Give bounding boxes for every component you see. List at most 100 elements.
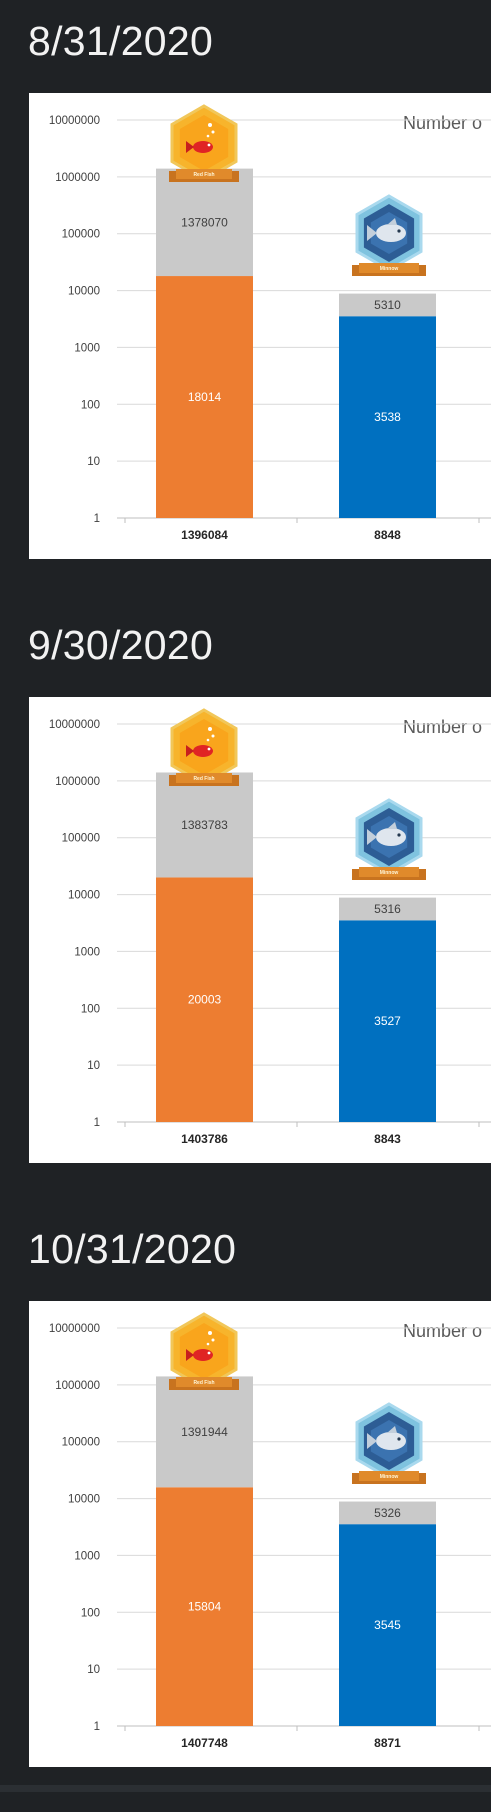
bar-data-label: 3538	[374, 410, 401, 424]
fish-tail	[367, 829, 377, 845]
fish-fin	[387, 1426, 397, 1433]
badge-ribbon-front	[176, 1377, 232, 1387]
y-tick-label: 1	[94, 513, 100, 525]
fish-fin	[387, 218, 397, 225]
chart-svg: Number o 1 10 100 1000 10000 100000 1000000 1000…	[49, 1312, 491, 1750]
bubble	[211, 734, 215, 738]
x-category-label: 1396084	[181, 528, 228, 542]
badge-caption: Minnow	[380, 870, 399, 876]
y-tick-label: 10000000	[49, 1323, 100, 1335]
bar-data-label: 1391944	[181, 1425, 228, 1439]
chart-title: Number o	[403, 1321, 482, 1341]
y-tick-label: 10000	[68, 1494, 100, 1506]
y-tick-label: 100	[81, 1607, 100, 1619]
fish-eye	[207, 747, 211, 751]
y-tick-label: 1000000	[55, 1380, 100, 1392]
bar-data-label: 18014	[188, 390, 222, 404]
badge-ribbon-front	[176, 773, 232, 783]
fish-tail	[367, 225, 377, 241]
y-tick-label: 1000	[74, 342, 100, 354]
x-category-label: 1407748	[181, 1736, 228, 1750]
remaining-bar-segment	[339, 293, 436, 317]
minnow-fish-icon	[367, 1426, 406, 1450]
fish-body	[193, 745, 213, 757]
remaining-bar-segment	[339, 1501, 436, 1525]
bottom-scroll-edge	[0, 1785, 491, 1792]
fish-tail	[186, 1349, 194, 1361]
bubble	[208, 123, 212, 127]
fish-tail	[367, 1433, 377, 1449]
red-fish-icon	[186, 1349, 213, 1361]
badge-caption: Red Fish	[193, 1380, 214, 1386]
minnow-badge: Minnow	[352, 798, 426, 880]
red-fish-icon	[186, 141, 213, 153]
y-tick-label: 1000	[74, 1550, 100, 1562]
y-tick-label: 10	[87, 1664, 100, 1676]
fish-body	[376, 1432, 406, 1450]
fish-eye	[397, 229, 401, 233]
y-tick-label: 10	[87, 1060, 100, 1072]
red-fish-badge: Red Fish	[169, 1312, 239, 1390]
fish-eye	[397, 833, 401, 837]
red-fish-badge: Red Fish	[169, 708, 239, 786]
bar-data-label: 15804	[188, 1600, 222, 1614]
y-tick-label: 100000	[62, 229, 100, 241]
y-tick-label: 100000	[62, 1437, 100, 1449]
chart-svg: Number o 1 10 100 1000 10000 100000 1000000 1000…	[49, 708, 491, 1146]
chart-title: Number o	[403, 113, 482, 133]
red-fish-bar-segment	[156, 276, 253, 518]
bar-data-label: 1378070	[181, 215, 228, 229]
bubble	[208, 1331, 212, 1335]
y-tick-label: 10000	[68, 890, 100, 902]
x-category-label: 8843	[374, 1132, 401, 1146]
fish-body	[193, 1349, 213, 1361]
y-tick-label: 10000	[68, 286, 100, 298]
red-fish-bar-segment	[156, 877, 253, 1122]
remaining-bar-segment	[156, 168, 253, 277]
fish-eye	[207, 1351, 211, 1355]
badge-ribbon-front	[359, 867, 419, 877]
badge-caption: Minnow	[380, 1474, 399, 1480]
bar-data-label: 3545	[374, 1618, 401, 1632]
minnow-badge: Minnow	[352, 1402, 426, 1484]
x-category-label: 8848	[374, 528, 401, 542]
y-tick-label: 1	[94, 1117, 100, 1129]
badge-caption: Red Fish	[193, 776, 214, 782]
bar-data-label: 5316	[374, 902, 401, 916]
y-tick-label: 100	[81, 399, 100, 411]
y-tick-label: 100000	[62, 833, 100, 845]
red-fish-icon	[186, 745, 213, 757]
bar-data-label: 5310	[374, 298, 401, 312]
fish-body	[376, 224, 406, 242]
bubble	[206, 738, 210, 742]
badge-ribbon-front	[359, 263, 419, 273]
chart-title: Number o	[403, 717, 482, 737]
remaining-bar-segment	[339, 897, 436, 921]
red-fish-badge: Red Fish	[169, 104, 239, 182]
badge-caption: Red Fish	[193, 172, 214, 178]
bubble	[208, 727, 212, 731]
badge-ribbon-front	[359, 1471, 419, 1481]
fish-fin	[387, 822, 397, 829]
minnow-bar-segment	[339, 1524, 436, 1726]
bubble	[211, 130, 215, 134]
y-tick-label: 1000000	[55, 776, 100, 788]
minnow-bar-segment	[339, 920, 436, 1122]
y-tick-label: 10	[87, 456, 100, 468]
date-heading: 9/30/2020	[28, 622, 214, 668]
fish-body	[376, 828, 406, 846]
minnow-fish-icon	[367, 218, 406, 242]
chart-card: Number o 1 10 100 1000 10000 100000 1000000 1000…	[29, 93, 491, 559]
chart-svg: Number o 1 10 100 1000 10000 100000 1000000 1000…	[49, 104, 491, 542]
y-tick-label: 1000	[74, 946, 100, 958]
bar-data-label: 1383783	[181, 818, 228, 832]
minnow-badge: Minnow	[352, 194, 426, 276]
fish-eye	[207, 143, 211, 147]
y-tick-label: 10000000	[49, 719, 100, 731]
remaining-bar-segment	[156, 1376, 253, 1488]
date-heading: 10/31/2020	[28, 1226, 237, 1272]
y-tick-label: 1	[94, 1721, 100, 1733]
chart-card: Number o 1 10 100 1000 10000 100000 1000000 1000…	[29, 1301, 491, 1767]
report-section-2: 9/30/2020 Number o 1 10 100 1000 10000 100000 1…	[0, 604, 491, 1208]
chart-card: Number o 1 10 100 1000 10000 100000 1000000 1000…	[29, 697, 491, 1163]
